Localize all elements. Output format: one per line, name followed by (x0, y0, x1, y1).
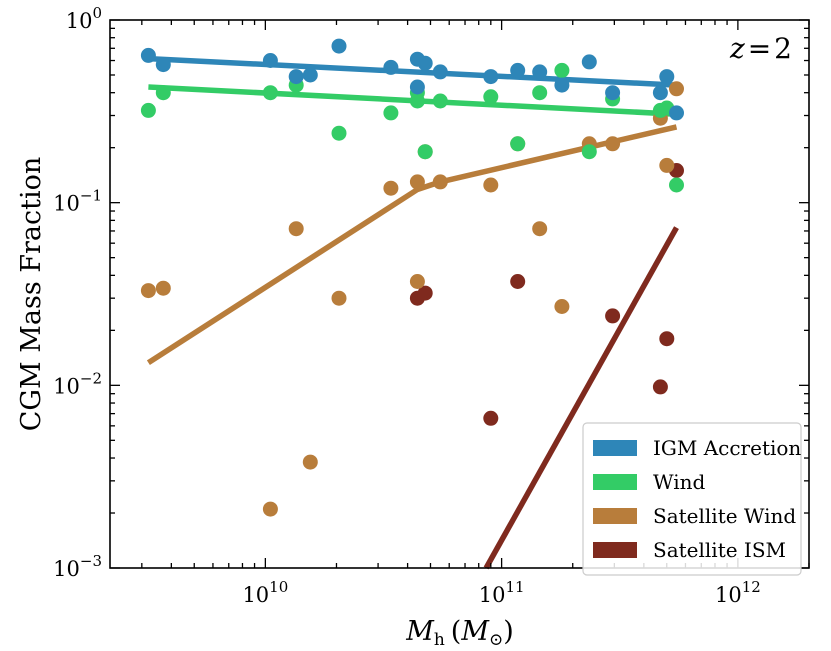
data-point-wind (140, 102, 156, 118)
legend-swatch-igm-accretion (593, 440, 637, 456)
data-point-igm-accretion (669, 105, 684, 121)
x-tick-label: 1011 (479, 578, 525, 607)
legend-label-igm-accretion: IGM Accretion (653, 436, 801, 460)
fit-line-igm-accretion (148, 55, 677, 88)
data-point-igm-accretion (383, 59, 399, 75)
fit-line-satellite-ism (483, 226, 679, 570)
legend-box (582, 422, 802, 576)
legend-swatch-satellite-wind (593, 508, 637, 524)
data-point-igm-accretion (331, 38, 347, 54)
redshift-annotation: z = 2 (729, 32, 792, 65)
data-point-satellite-wind (409, 274, 425, 289)
data-point-satellite-ism (652, 379, 668, 395)
legend-label-satellite-ism: Satellite ISM (653, 538, 786, 562)
data-point-satellite-wind (262, 501, 278, 517)
data-point-satellite-wind (383, 180, 399, 196)
data-point-satellite-ism (483, 410, 499, 426)
data-point-wind (532, 85, 548, 101)
data-point-wind (510, 136, 526, 152)
data-point-igm-accretion (409, 79, 425, 95)
data-point-satellite-ism (659, 331, 675, 347)
data-point-satellite-wind (409, 174, 425, 190)
legend: IGM Accretion Wind Satellite Wind Satellite… (582, 422, 802, 576)
data-point-satellite-wind (302, 454, 318, 470)
data-point-wind (262, 85, 278, 101)
axes-frame (109, 19, 810, 569)
data-point-igm-accretion (417, 55, 433, 71)
data-point-satellite-wind (432, 174, 448, 190)
data-point-igm-accretion (483, 69, 499, 85)
x-axis-label: Mh (M⊙) (405, 616, 514, 650)
data-point-satellite-ism (417, 285, 433, 301)
data-point-igm-accretion (155, 57, 171, 73)
data-point-satellite-wind (140, 283, 156, 299)
data-point-wind (417, 144, 433, 160)
data-point-igm-accretion (288, 69, 304, 85)
fit-line-satellite-wind (146, 124, 678, 366)
data-point-satellite-wind (605, 136, 621, 152)
data-point-wind (483, 89, 499, 105)
data-point-satellite-ism (605, 308, 621, 324)
x-tick-label: 1012 (715, 578, 761, 607)
data-point-satellite-ism (510, 274, 526, 289)
data-point-satellite-wind (659, 157, 675, 173)
data-points (140, 38, 684, 517)
data-point-satellite-wind (483, 177, 499, 193)
y-tick-label: 10−1 (53, 187, 102, 216)
data-point-satellite-wind (669, 81, 684, 97)
legend-swatch-satellite-ism (593, 542, 637, 558)
data-point-wind (432, 93, 448, 109)
data-point-satellite-wind (554, 299, 570, 314)
data-point-igm-accretion (554, 77, 570, 93)
data-point-wind (155, 85, 171, 101)
data-point-satellite-wind (532, 221, 548, 237)
y-axis-label: CGM Mass Fraction (16, 157, 47, 431)
data-point-wind (331, 125, 347, 141)
y-tick-label: 10−3 (53, 552, 102, 581)
data-point-igm-accretion (659, 69, 675, 85)
legend-label-satellite-wind: Satellite Wind (653, 504, 796, 528)
data-point-satellite-wind (155, 280, 171, 296)
data-point-satellite-wind (331, 290, 347, 306)
x-tick-label: 1010 (242, 578, 288, 607)
y-tick-label: 10−2 (53, 369, 102, 398)
data-point-wind (409, 93, 425, 109)
data-point-wind (383, 105, 399, 121)
data-point-wind (581, 144, 597, 160)
legend-label-wind: Wind (653, 470, 705, 494)
axes: 1010 1011 1012 10−3 10−2 10−1 100 (53, 4, 810, 607)
data-point-igm-accretion (302, 67, 318, 83)
data-point-igm-accretion (510, 62, 526, 78)
data-point-igm-accretion (262, 53, 278, 68)
data-point-satellite-wind (288, 221, 304, 237)
data-point-igm-accretion (432, 64, 448, 80)
data-point-igm-accretion (140, 47, 156, 63)
legend-swatch-wind (593, 474, 637, 490)
data-point-igm-accretion (532, 64, 548, 80)
data-point-igm-accretion (581, 54, 597, 70)
data-point-wind (554, 62, 570, 78)
data-point-igm-accretion (652, 85, 668, 101)
data-point-igm-accretion (605, 85, 621, 101)
data-point-wind (669, 177, 684, 193)
y-tick-label: 100 (66, 4, 102, 33)
